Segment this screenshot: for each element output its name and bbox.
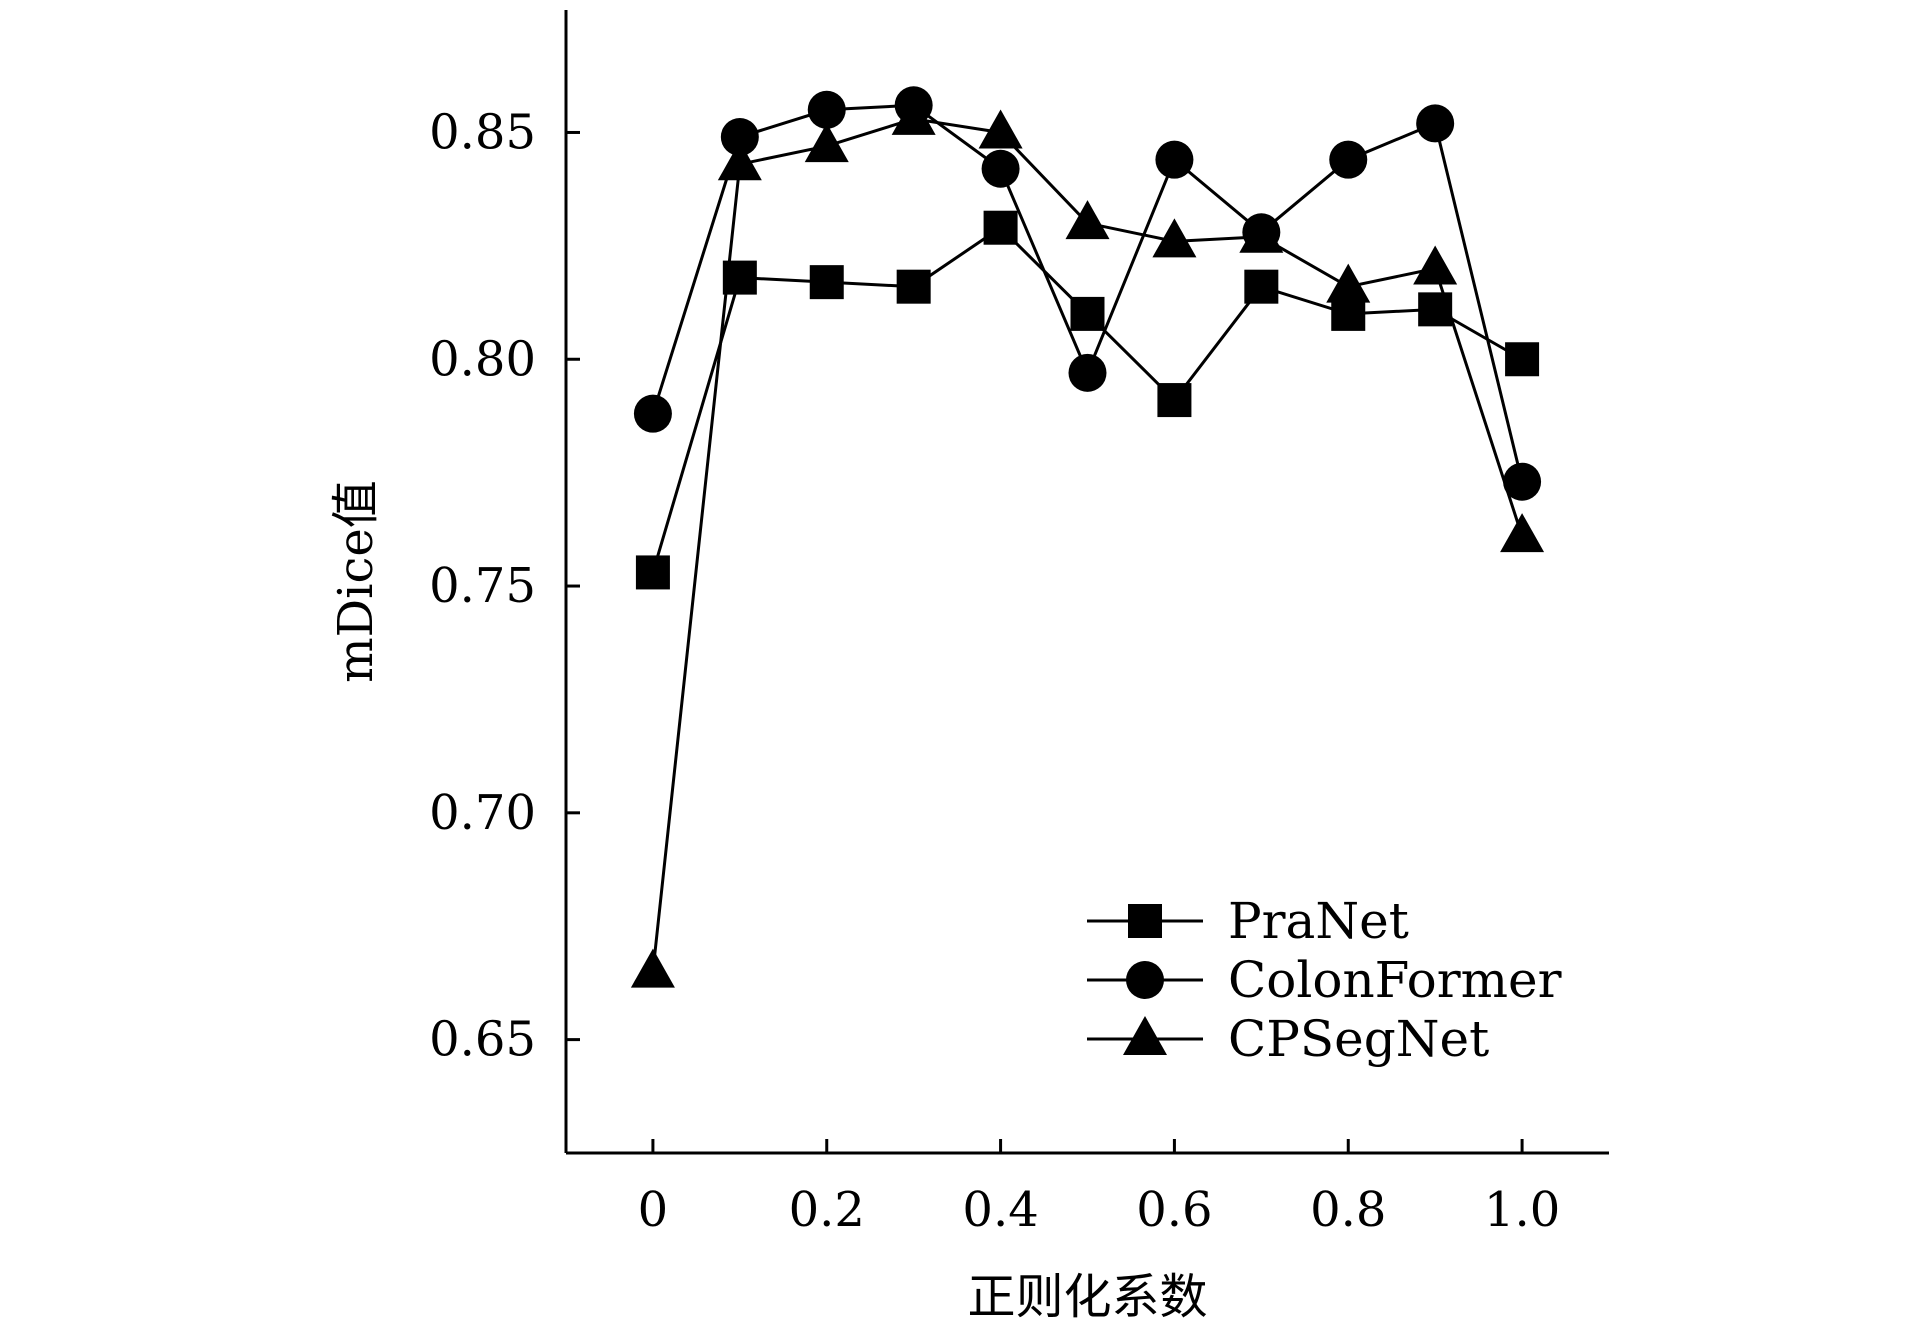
data-point-pranet (1157, 383, 1192, 418)
legend-marker-circle (1126, 961, 1164, 999)
data-point-colonformer (633, 394, 672, 433)
data-point-pranet (983, 210, 1018, 245)
data-point-cpsegnet (717, 141, 762, 181)
data-point-pranet (1418, 292, 1453, 327)
x-tick-label: 0.6 (1136, 1182, 1212, 1238)
x-tick-label: 0.2 (789, 1182, 865, 1238)
data-point-cpsegnet (1239, 213, 1284, 253)
data-point-cpsegnet (978, 109, 1023, 149)
series-line-pranet (651, 225, 1523, 573)
data-point-pranet (809, 265, 844, 300)
data-point-cpsegnet (1326, 263, 1371, 303)
legend-marker-square (1128, 904, 1162, 938)
series-line-colonformer (651, 103, 1524, 483)
y-tick-label: 0.70 (429, 785, 536, 841)
data-point-pranet (635, 555, 670, 590)
legend-label: ColonFormer (1228, 951, 1562, 1009)
legend-item-pranet: PraNet (1087, 892, 1409, 950)
data-point-pranet (1070, 296, 1105, 331)
y-tick-label: 0.85 (429, 104, 536, 160)
data-point-pranet (1505, 342, 1540, 377)
x-tick-label: 0.8 (1310, 1182, 1386, 1238)
legend-label: PraNet (1228, 892, 1409, 950)
data-point-colonformer (1155, 140, 1194, 179)
x-tick-label: 0.4 (962, 1182, 1038, 1238)
data-point-cpsegnet (1500, 513, 1545, 553)
series-pranet (635, 210, 1540, 590)
data-point-colonformer (807, 90, 846, 129)
legend-item-colonformer: ColonFormer (1087, 951, 1562, 1009)
data-point-cpsegnet (804, 123, 849, 163)
data-point-cpsegnet (1152, 218, 1197, 258)
data-point-cpsegnet (1065, 200, 1110, 240)
series-line-cpsegnet (651, 117, 1524, 972)
data-point-cpsegnet (630, 948, 675, 988)
data-point-colonformer (1329, 140, 1368, 179)
series-cpsegnet (630, 95, 1545, 988)
legend-item-cpsegnet: CPSegNet (1087, 1010, 1489, 1068)
data-point-colonformer (720, 118, 759, 156)
data-point-colonformer (1503, 462, 1542, 501)
y-tick-label: 0.80 (429, 331, 536, 387)
y-axis-title: mDice值 (328, 480, 384, 683)
data-point-cpsegnet (1413, 245, 1458, 285)
series-colonformer (633, 86, 1542, 501)
series-layer (630, 86, 1545, 988)
data-point-pranet (896, 269, 931, 304)
data-point-pranet (1244, 269, 1279, 304)
legend-marker-triangle (1123, 1016, 1167, 1055)
x-tick-label: 1.0 (1484, 1182, 1560, 1238)
y-tick-label: 0.65 (429, 1012, 536, 1068)
data-point-colonformer (981, 149, 1020, 188)
data-point-cpsegnet (891, 95, 936, 135)
data-point-colonformer (1068, 353, 1107, 392)
axes: 0.65 0.70 0.75 0.80 0.85 0 0.2 0.4 0.6 0.8 1.0 (429, 10, 1609, 1238)
y-tick-label: 0.75 (429, 558, 536, 614)
legend-label: CPSegNet (1228, 1010, 1489, 1068)
x-tick-label: 0 (638, 1182, 669, 1238)
x-axis-title: 正则化系数 (967, 1269, 1207, 1323)
data-point-colonformer (1416, 104, 1455, 143)
